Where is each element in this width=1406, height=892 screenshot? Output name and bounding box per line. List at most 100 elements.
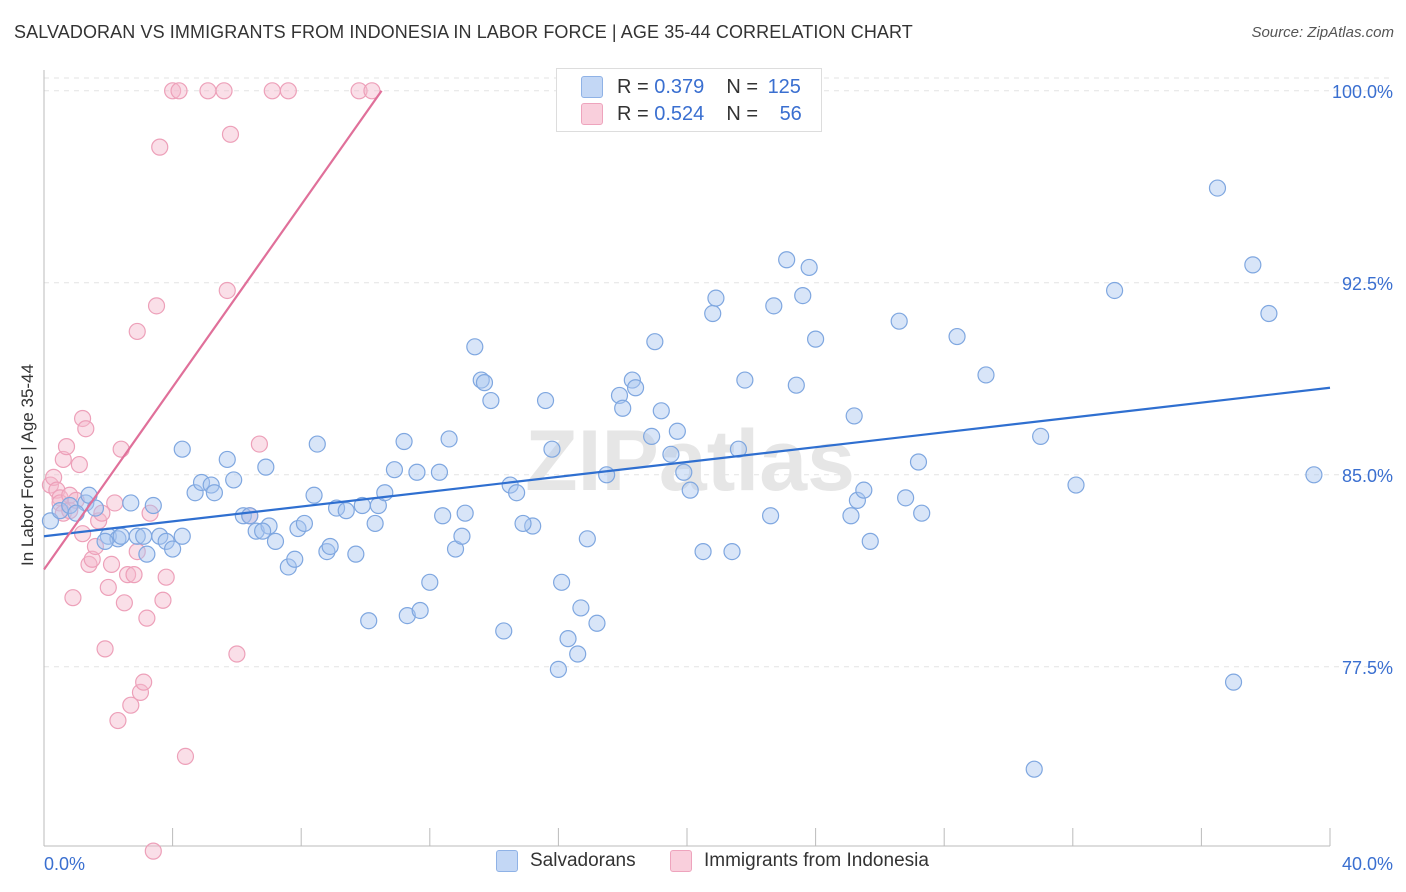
point-salvadorans [421, 573, 439, 591]
trend-line-indonesia [43, 90, 383, 571]
point-salvadorans [138, 545, 156, 563]
point-salvadorans [761, 507, 780, 525]
point-salvadorans [588, 614, 606, 632]
point-indonesia [128, 322, 146, 341]
point-salvadorans [295, 514, 314, 533]
point-indonesia [64, 589, 82, 607]
point-salvadorans [109, 530, 127, 548]
bottom-legend-indonesia: Immigrants from Indonesia [670, 850, 929, 872]
point-salvadorans [845, 407, 863, 425]
point-salvadorans [848, 491, 866, 509]
point-salvadorans [218, 450, 236, 469]
point-indonesia [218, 281, 236, 300]
point-salvadorans [257, 458, 275, 476]
series-indonesia-points [41, 82, 381, 860]
point-salvadorans [855, 481, 873, 499]
point-salvadorans [225, 471, 243, 489]
point-salvadorans [286, 550, 304, 568]
point-indonesia [279, 82, 297, 100]
point-indonesia [99, 578, 117, 597]
point-indonesia [112, 440, 130, 458]
point-salvadorans [614, 399, 632, 417]
point-indonesia [73, 525, 92, 543]
point-indonesia [157, 568, 175, 586]
point-salvadorans [723, 542, 741, 561]
point-salvadorans [675, 463, 693, 481]
y-tick-label: 100.0% [1332, 82, 1393, 102]
point-salvadorans [327, 499, 346, 517]
point-indonesia [122, 696, 140, 714]
point-indonesia [154, 591, 172, 609]
point-salvadorans [482, 391, 500, 410]
gridlines [44, 77, 1394, 668]
point-salvadorans [778, 251, 796, 269]
point-salvadorans [800, 258, 818, 277]
bottom-legend-label-2: Immigrants from Indonesia [704, 850, 929, 871]
bottom-legend-salvadorans: Salvadorans [496, 850, 636, 872]
point-indonesia [350, 82, 368, 100]
legend-r-value-2: 0.524 [654, 102, 705, 125]
point-salvadorans [572, 599, 590, 617]
point-salvadorans [337, 502, 355, 520]
legend-row-salvadorans: R = 0.379 N = 125 [581, 75, 801, 99]
point-indonesia [128, 542, 146, 561]
point-salvadorans [241, 507, 259, 525]
legend-row-indonesia: R = 0.524 N = 56 [581, 102, 802, 126]
point-salvadorans [440, 430, 458, 448]
point-indonesia [135, 673, 153, 691]
point-salvadorans [842, 507, 860, 525]
point-salvadorans [643, 427, 661, 445]
point-indonesia [151, 138, 169, 156]
point-indonesia [102, 555, 121, 574]
bottom-legend-swatch-pink [670, 850, 692, 872]
y-tick-label: 85.0% [1342, 466, 1393, 486]
point-salvadorans [144, 496, 162, 515]
point-indonesia [109, 711, 127, 730]
point-salvadorans [704, 304, 722, 323]
legend: R = 0.379 N = 125 R = 0.524 N = 56 [556, 68, 822, 132]
point-indonesia [57, 438, 76, 456]
point-salvadorans [553, 573, 571, 591]
point-salvadorans [524, 517, 542, 535]
point-salvadorans [308, 435, 326, 453]
point-salvadorans [1260, 304, 1278, 323]
trend-line-salvadorans [43, 386, 1331, 538]
legend-n-label: N = [726, 102, 758, 125]
point-indonesia [54, 450, 72, 469]
point-salvadorans [398, 606, 416, 625]
point-salvadorans [347, 545, 365, 563]
point-indonesia [170, 82, 188, 100]
point-salvadorans [694, 542, 712, 561]
point-indonesia [106, 494, 124, 512]
point-indonesia [70, 455, 88, 474]
point-salvadorans [1105, 281, 1124, 300]
point-salvadorans [266, 532, 285, 550]
y-tick-label: 92.5% [1342, 274, 1393, 294]
x-tick-label: 0.0% [44, 854, 85, 874]
legend-swatch-blue [581, 76, 603, 98]
point-salvadorans [861, 532, 879, 550]
point-salvadorans [472, 371, 490, 389]
point-salvadorans [430, 463, 449, 481]
axes [43, 70, 1331, 847]
point-indonesia [77, 420, 95, 438]
point-indonesia [250, 435, 269, 453]
point-salvadorans [662, 445, 680, 463]
point-salvadorans [652, 402, 670, 420]
point-salvadorans [794, 287, 812, 305]
point-salvadorans [909, 453, 928, 471]
point-salvadorans [806, 330, 825, 348]
point-salvadorans [112, 527, 130, 545]
point-salvadorans [787, 376, 805, 394]
point-salvadorans [96, 532, 114, 550]
point-indonesia [45, 468, 63, 486]
point-salvadorans [536, 391, 555, 410]
point-salvadorans [1208, 179, 1227, 197]
point-salvadorans [543, 440, 561, 458]
point-salvadorans [321, 537, 339, 556]
point-salvadorans [610, 386, 629, 405]
legend-r-label: R = [617, 102, 649, 125]
point-salvadorans [385, 461, 404, 479]
point-salvadorans [948, 327, 966, 346]
